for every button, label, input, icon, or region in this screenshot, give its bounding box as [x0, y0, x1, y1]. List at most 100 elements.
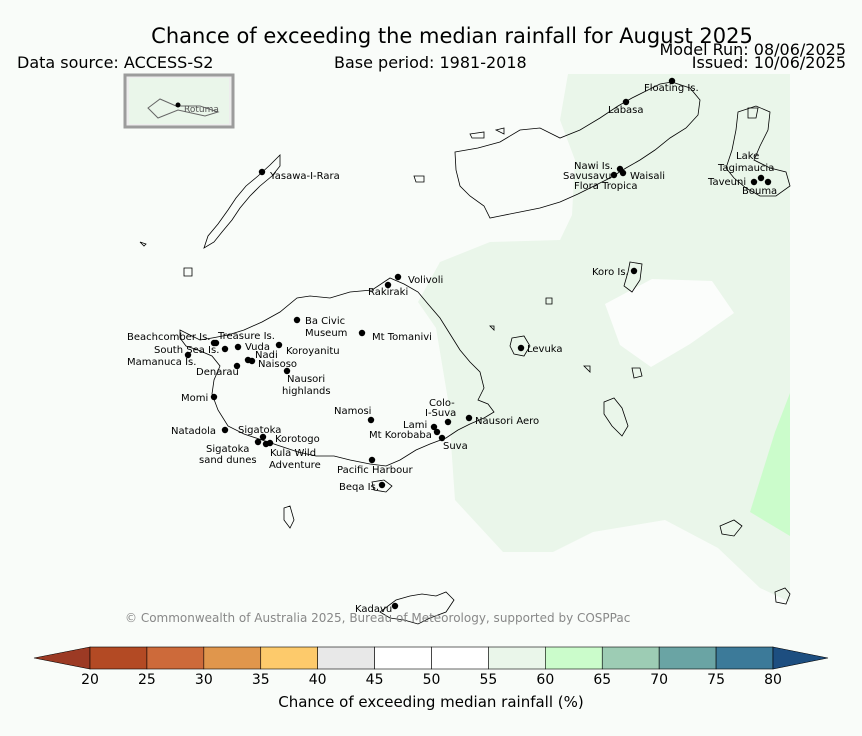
place-marker	[433, 428, 441, 436]
colorbar-tick: 25	[137, 672, 156, 688]
place-label: Lake	[736, 151, 759, 162]
colorbar-tick: 60	[536, 672, 555, 688]
place-label: Koro Is.	[592, 267, 629, 278]
place-label: Waisali	[630, 171, 665, 182]
place-marker	[184, 351, 192, 359]
colorbar-label: Chance of exceeding median rainfall (%)	[278, 693, 584, 711]
place-marker	[622, 98, 630, 106]
place-marker	[764, 178, 772, 186]
shade-45-55	[605, 279, 734, 367]
colorbar-segment	[317, 646, 375, 670]
place-label: Treasure Is.	[217, 331, 275, 342]
lakeba-coast	[774, 587, 791, 605]
vanua-levu-coast	[454, 81, 701, 219]
kadavu-coast	[379, 591, 455, 625]
place-marker	[465, 414, 473, 422]
colorbar-segment	[658, 646, 717, 670]
place-label: Mt Korobaba	[369, 430, 432, 441]
colorbar-segment	[89, 646, 148, 670]
colorbar-tick: 35	[251, 672, 270, 688]
colorbar-tick: 45	[365, 672, 384, 688]
coastlines	[139, 81, 791, 625]
model-run: Model Run: 08/06/2025	[659, 40, 847, 59]
place-label: Volivoli	[408, 275, 443, 286]
colorbar-segment	[260, 646, 318, 670]
place-label: Mamanuca Is.	[127, 357, 196, 368]
place-marker	[438, 434, 446, 442]
place-marker	[378, 481, 386, 489]
place-marker	[394, 273, 402, 281]
colorbar-tick: 55	[479, 672, 498, 688]
place-label: Kadavu	[355, 604, 392, 615]
place-marker	[293, 316, 301, 324]
place-label: Natadola	[171, 426, 216, 437]
place-label: sand dunes	[199, 455, 257, 466]
place-marker	[367, 416, 375, 424]
colorbar-tick: 50	[422, 672, 441, 688]
place-label: highlands	[282, 386, 331, 397]
place-label: Sigatoka	[206, 444, 249, 455]
place-marker	[358, 329, 366, 337]
place-label: Nawi Is.	[574, 161, 613, 172]
colorbar-tick: 20	[81, 672, 99, 688]
koro-coast	[623, 261, 643, 293]
place-marker	[248, 357, 256, 365]
probability-shading	[418, 74, 790, 602]
place-marker	[221, 345, 229, 353]
place-label: Korotogo	[275, 434, 320, 445]
colorbar-segment	[488, 646, 546, 670]
colorbar-segment	[715, 646, 774, 670]
colorbar-segment	[601, 646, 660, 670]
rotuma-inset: Rotuma	[123, 73, 235, 129]
colorbar-tick: 40	[308, 672, 327, 688]
place-label: Levuka	[527, 344, 563, 355]
place-label: Flora Tropica	[574, 181, 637, 192]
place-marker	[430, 423, 438, 431]
colorbar-tick: 80	[764, 672, 782, 688]
place-marker	[258, 168, 266, 176]
place-label: I-Suva	[425, 408, 456, 419]
viti-levu-coast	[179, 277, 495, 467]
place-label: Sigatoka	[238, 425, 281, 436]
place-label: Labasa	[608, 105, 644, 116]
place-label: Beachcomber Is.	[127, 332, 210, 343]
place-label: Namosi	[334, 406, 371, 417]
place-marker	[384, 281, 392, 289]
colorbar-overflow	[772, 646, 829, 670]
place-marker	[368, 456, 376, 464]
place-label: Beqa Is.	[339, 482, 379, 493]
inset-label: Rotuma	[184, 105, 219, 115]
place-label: Nadi	[255, 350, 278, 361]
copyright-notice: © Commonwealth of Australia 2025, Bureau…	[125, 611, 631, 625]
place-label: South Sea Is.	[154, 345, 219, 356]
place-label: Nausori	[287, 374, 325, 385]
colorbar-tick: 30	[194, 672, 213, 688]
colorbar-segment	[203, 646, 262, 670]
place-label: Taveuni	[707, 177, 746, 188]
colorbar-segment	[146, 646, 205, 670]
place-marker	[517, 344, 525, 352]
beqa-coast	[371, 479, 393, 493]
colorbar-segment	[545, 646, 603, 670]
colorbar-tick: 70	[650, 672, 669, 688]
place-marker	[391, 602, 399, 610]
yasawa-coast	[203, 154, 281, 249]
place-label: Pacific Harbour	[337, 465, 414, 476]
ovalau-coast	[509, 335, 531, 357]
place-marker	[610, 171, 618, 179]
place-marker	[212, 339, 220, 347]
place-marker	[259, 433, 267, 441]
place-label: Museum	[305, 328, 347, 339]
place-label: Suva	[443, 441, 468, 452]
place-markers	[184, 77, 772, 610]
place-label: Nausori Aero	[475, 416, 539, 427]
place-label: Kula Wild	[270, 448, 316, 459]
place-label: Ba Civic	[305, 316, 345, 327]
place-label: Floating Is.	[644, 83, 699, 94]
place-label: Rakiraki	[368, 287, 408, 298]
place-label: Denarau	[196, 367, 239, 378]
place-label: Yasawa-I-Rara	[269, 171, 340, 182]
place-marker	[757, 174, 765, 182]
place-label: Tagimaucia	[717, 163, 774, 174]
